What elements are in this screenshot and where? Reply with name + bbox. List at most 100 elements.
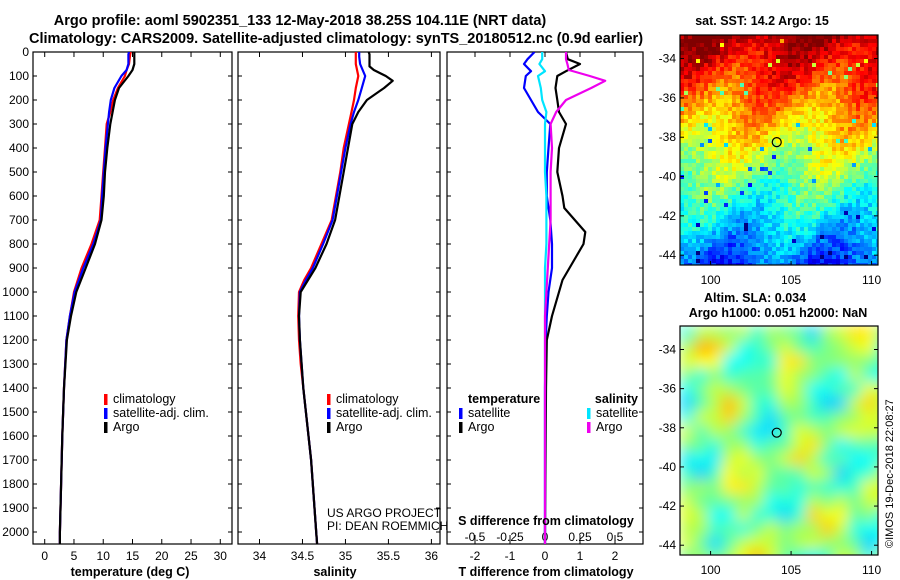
sla-cell: [806, 438, 821, 453]
sst-cell: [808, 251, 813, 256]
sst-cell: [724, 251, 729, 256]
sst-cell: [824, 203, 829, 208]
sst-cell: [820, 191, 825, 196]
sst-cell: [876, 75, 878, 80]
sst-cell: [780, 135, 785, 140]
sst-cell: [844, 227, 849, 232]
sst-cell: [804, 199, 809, 204]
sst-cell: [712, 159, 717, 164]
sst-cell: [844, 67, 849, 72]
sst-cell: [740, 99, 745, 104]
sst-cell: [772, 191, 777, 196]
sst-cell: [724, 107, 729, 112]
sst-cell: [848, 243, 853, 248]
sst-cell: [868, 175, 873, 180]
sst-cell: [752, 127, 757, 132]
sst-cell: [804, 263, 809, 265]
sst-cell: [844, 83, 849, 88]
sst-cell: [760, 207, 765, 212]
sst-cell: [820, 75, 825, 80]
sst-cell: [844, 239, 849, 244]
sla-cell: [722, 424, 737, 439]
sst-cell: [720, 203, 725, 208]
sst-cell: [816, 267, 821, 272]
sst-cell: [848, 155, 853, 160]
sst-cell: [880, 59, 885, 64]
sst-cell: [692, 79, 697, 84]
sst-cell: [696, 171, 701, 176]
sst-cell: [704, 127, 709, 132]
sst-cell: [728, 223, 733, 228]
sst-cell: [716, 99, 721, 104]
sst-cell: [688, 79, 693, 84]
sst-cell: [764, 143, 769, 148]
sla-cell: [708, 438, 723, 453]
sst-cell: [704, 167, 709, 172]
sst-cell: [788, 163, 793, 168]
sst-cell: [824, 211, 829, 216]
sst-cell: [692, 71, 697, 76]
sst-cell: [748, 199, 753, 204]
sst-cell: [688, 147, 693, 152]
sst-cell: [752, 199, 757, 204]
sst-cell: [680, 131, 685, 136]
sst-cell: [704, 259, 709, 264]
sst-cell: [716, 263, 721, 265]
sst-cell: [728, 239, 733, 244]
sst-cell: [692, 247, 697, 252]
sst-cell: [700, 163, 705, 168]
sst-cell: [860, 207, 865, 212]
sst-cell: [704, 111, 709, 116]
sst-cell: [796, 203, 801, 208]
sst-cell: [852, 179, 857, 184]
sst-cell: [692, 167, 697, 172]
sla-cell: [694, 382, 709, 397]
sst-cell: [700, 103, 705, 108]
sst-cell: [804, 243, 809, 248]
sst-cell: [808, 139, 813, 144]
sst-cell: [724, 35, 729, 40]
sst-cell: [752, 239, 757, 244]
sst-cell: [796, 75, 801, 80]
sst-cell: [764, 151, 769, 156]
sst-cell: [880, 203, 885, 208]
sst-cell: [856, 115, 861, 120]
sst-cell: [764, 91, 769, 96]
sst-cell: [720, 199, 725, 204]
depth-tick-label: 1000: [2, 285, 29, 299]
sst-cell: [788, 119, 793, 124]
sst-cell: [744, 43, 749, 48]
sst-cell: [720, 219, 725, 224]
sst-cell: [704, 231, 709, 236]
sst-cell: [836, 59, 841, 64]
sst-cell: [696, 67, 701, 72]
sst-cell: [848, 183, 853, 188]
sst-cell: [696, 223, 701, 228]
sst-cell: [836, 119, 841, 124]
sst-cell: [748, 171, 753, 176]
sst-cell: [708, 63, 713, 68]
sst-cell: [772, 103, 777, 108]
sst-cell: [744, 55, 749, 60]
sst-cell: [752, 115, 757, 120]
sst-cell: [776, 199, 781, 204]
sst-cell: [852, 75, 857, 80]
sst-cell: [768, 159, 773, 164]
sst-cell: [880, 183, 885, 188]
sst-cell: [824, 123, 829, 128]
sst-cell: [696, 255, 701, 260]
sla-cell: [820, 340, 835, 355]
sla-cell: [680, 452, 695, 467]
sst-cell: [744, 87, 749, 92]
sst-cell: [880, 219, 885, 224]
sst-cell: [844, 255, 849, 260]
sst-cell: [848, 203, 853, 208]
sla-cell: [680, 340, 695, 355]
sst-cell: [716, 227, 721, 232]
sst-cell: [868, 147, 873, 152]
sst-cell: [712, 243, 717, 248]
sst-cell: [688, 111, 693, 116]
sst-cell: [812, 43, 817, 48]
sst-cell: [724, 167, 729, 172]
